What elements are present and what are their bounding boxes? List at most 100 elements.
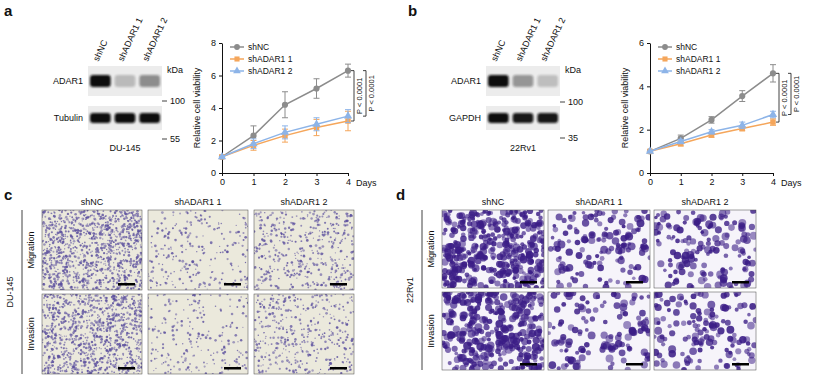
cell: [335, 259, 337, 261]
cell: [58, 228, 60, 230]
cell: [134, 272, 135, 273]
cell: [185, 227, 188, 230]
cell: [340, 288, 343, 290]
cell: [344, 230, 346, 232]
cell: [214, 258, 216, 260]
blot-strip: [88, 106, 162, 130]
cell: [107, 257, 110, 260]
cell: [64, 245, 65, 246]
cell: [164, 217, 167, 220]
tick: 2: [283, 173, 288, 187]
legend-label: shADAR1 1: [248, 54, 293, 64]
cell: [79, 274, 80, 275]
cell: [292, 223, 295, 226]
cell: [133, 238, 134, 239]
cell: [70, 242, 72, 244]
cell: [76, 231, 79, 234]
cell: [349, 271, 351, 273]
cell: [199, 272, 201, 274]
cell: [281, 253, 283, 255]
cell: [54, 280, 57, 283]
cell: [42, 223, 44, 225]
cell: [274, 269, 275, 270]
cell: [70, 235, 73, 238]
cell: [97, 261, 99, 263]
cell: [98, 215, 100, 217]
legend-entry: shNC: [658, 42, 697, 52]
cell: [103, 228, 104, 229]
cell: [67, 278, 69, 280]
point: [281, 128, 289, 135]
error-bar: [345, 64, 351, 77]
cell: [113, 285, 115, 287]
cell: [94, 218, 97, 221]
cell: [66, 218, 69, 221]
cell: [309, 211, 311, 213]
cell: [123, 259, 124, 260]
cell: [92, 232, 95, 235]
cell: [182, 245, 184, 247]
cell: [300, 255, 302, 257]
cell: [83, 273, 85, 275]
cell: [338, 224, 340, 226]
cell: [110, 236, 113, 239]
cell: [76, 280, 78, 282]
cell: [185, 288, 187, 290]
cell: [124, 276, 126, 278]
cell: [94, 266, 96, 268]
cell: [48, 241, 49, 242]
cell: [269, 255, 272, 258]
cell: [322, 263, 324, 265]
cell: [54, 286, 55, 287]
blot-strip: [88, 66, 162, 96]
cell: [81, 280, 84, 283]
cell: [336, 281, 338, 283]
cell: [113, 279, 115, 281]
cell: [104, 243, 105, 244]
cell: [132, 249, 133, 250]
cell: [170, 247, 171, 248]
cell: [239, 213, 241, 215]
cell: [236, 286, 238, 288]
cell: [283, 242, 285, 244]
cell: [91, 214, 93, 216]
cell: [121, 242, 123, 244]
cell: [260, 280, 261, 281]
cell: [286, 262, 288, 264]
cell: [67, 213, 69, 215]
cell: [167, 275, 169, 277]
cell: [111, 277, 113, 279]
cell: [306, 276, 308, 278]
cell: [51, 224, 53, 226]
cell: [135, 213, 137, 215]
cell: [97, 244, 99, 246]
cell: [58, 246, 60, 248]
cell: [78, 276, 79, 277]
cell: [172, 284, 173, 285]
cell: [200, 214, 202, 216]
cell: [122, 226, 123, 227]
band: [90, 113, 111, 123]
cell: [80, 211, 82, 213]
cell: [109, 240, 111, 242]
cell: [92, 229, 94, 231]
cell: [321, 258, 322, 259]
cell: [61, 260, 63, 262]
cell: [73, 265, 75, 267]
tick: 1: [251, 173, 256, 187]
cell: [346, 256, 348, 258]
cell: [270, 268, 271, 269]
cell: [122, 244, 124, 246]
cell: [124, 210, 126, 212]
cell: [347, 220, 349, 222]
cell: [335, 272, 336, 273]
axis-title: Days: [781, 178, 802, 188]
cell: [82, 253, 83, 254]
tick: 8: [211, 38, 222, 48]
cell: [123, 254, 125, 256]
cell: [185, 249, 186, 250]
cell: [158, 263, 160, 265]
cell: [128, 254, 131, 257]
cell: [273, 247, 275, 249]
cell: [163, 236, 165, 238]
